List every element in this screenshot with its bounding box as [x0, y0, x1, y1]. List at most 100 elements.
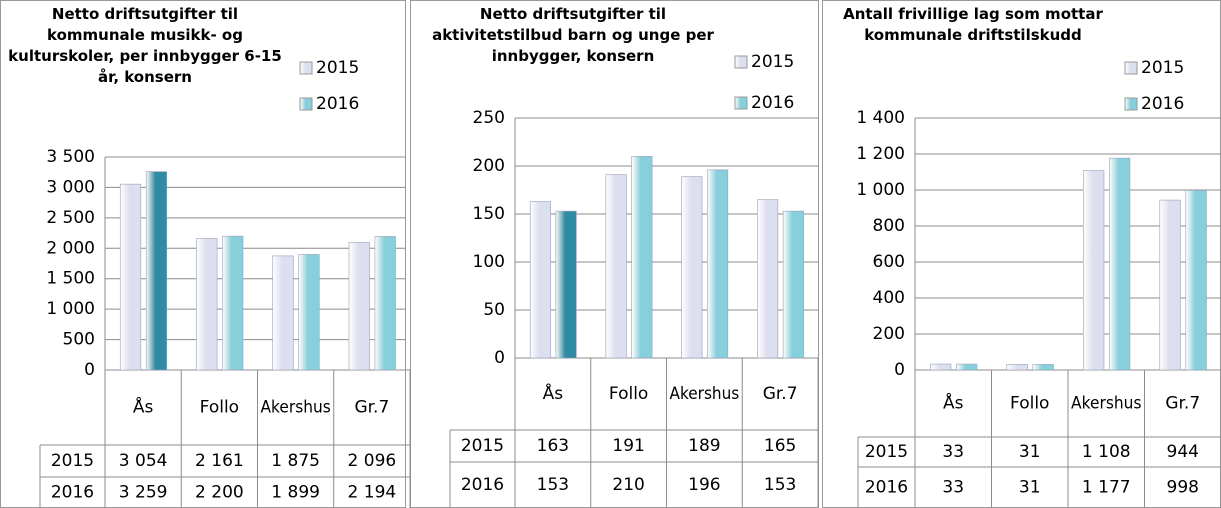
legend-swatch: [1124, 97, 1138, 111]
y-tick-label: 100: [473, 252, 505, 272]
legend-swatch: [734, 96, 748, 110]
table-value: 2 200: [195, 483, 244, 503]
bar: [782, 210, 804, 359]
y-tick-label: 500: [63, 330, 95, 350]
table-value: 210: [612, 475, 644, 495]
table-value: 2 161: [195, 451, 244, 471]
y-tick-label: 1 000: [46, 299, 95, 319]
legend-swatch: [299, 97, 313, 111]
bar: [1083, 170, 1105, 371]
bar: [631, 156, 653, 359]
table-value: 1 108: [1082, 442, 1131, 462]
table-row-label: 2015: [51, 451, 94, 471]
bar: [529, 201, 551, 359]
bar: [222, 235, 244, 371]
y-tick-label: 50: [483, 300, 505, 320]
y-tick-label: 0: [494, 348, 505, 368]
x-tick-label: Gr.7: [354, 398, 389, 418]
table-value: 31: [1019, 478, 1041, 498]
y-tick-label: 400: [873, 288, 905, 308]
x-tick-label: Follo: [200, 398, 239, 418]
x-tick-label: Ås: [943, 392, 964, 414]
legend-label: 2015: [751, 52, 794, 72]
legend-label: 2015: [1141, 58, 1184, 78]
x-tick-label: Follo: [1010, 394, 1049, 414]
y-tick-label: 0: [894, 360, 905, 380]
table-value: 153: [764, 475, 796, 495]
chart-title: Netto driftsutgifter til aktivitetstilbu…: [432, 5, 714, 65]
table-row-label: 2016: [461, 475, 504, 495]
legend-swatch: [299, 61, 313, 75]
y-tick-label: 800: [873, 216, 905, 236]
y-tick-label: 3 500: [46, 147, 95, 167]
bar: [929, 363, 952, 371]
table-value: 1 875: [271, 451, 320, 471]
bar: [348, 242, 370, 371]
table-value: 31: [1019, 442, 1041, 462]
legend-label: 2016: [316, 94, 359, 114]
table-value: 153: [537, 475, 569, 495]
bar: [374, 236, 396, 371]
x-tick-label: Follo: [609, 384, 648, 404]
y-tick-label: 2 500: [46, 208, 95, 228]
table-value: 2 096: [348, 451, 397, 471]
table-row-label: 2015: [461, 436, 504, 456]
table-value: 33: [942, 442, 964, 462]
bar: [1006, 364, 1028, 371]
bar: [707, 169, 729, 359]
bar: [555, 210, 577, 359]
table-value: 189: [688, 436, 720, 456]
legend-label: 2016: [1141, 94, 1184, 114]
legend-label: 2016: [751, 93, 794, 113]
x-tick-label: Gr.7: [1165, 394, 1200, 414]
x-tick-label: Ås: [133, 396, 154, 418]
table-value: 944: [1167, 442, 1199, 462]
y-tick-label: 0: [84, 360, 95, 380]
bar: [119, 183, 142, 371]
x-tick-label: Gr.7: [763, 384, 798, 404]
bar: [272, 255, 294, 371]
bar: [1032, 364, 1054, 371]
bar: [956, 363, 978, 371]
bar: [145, 171, 168, 371]
legend-swatch: [734, 55, 748, 69]
y-tick-label: 600: [873, 252, 905, 272]
table-value: 196: [688, 475, 720, 495]
bar: [1185, 190, 1207, 371]
bar: [1159, 199, 1181, 371]
y-tick-label: 200: [873, 324, 905, 344]
chart-title: Netto driftsutgifter til kommunale musik…: [8, 5, 282, 86]
y-tick-label: 1 400: [856, 108, 905, 128]
y-tick-label: 250: [473, 108, 505, 128]
table-value: 163: [537, 436, 569, 456]
table-value: 33: [942, 478, 964, 498]
bar: [605, 174, 627, 359]
table-row-label: 2015: [865, 442, 908, 462]
bar: [1109, 157, 1131, 371]
y-tick-label: 1 000: [856, 180, 905, 200]
y-tick-label: 2 000: [46, 238, 95, 258]
table-row-label: 2016: [865, 478, 908, 498]
y-tick-label: 200: [473, 156, 505, 176]
table-value: 3 259: [119, 483, 168, 503]
x-tick-label: Ås: [543, 382, 564, 404]
table-value: 191: [612, 436, 644, 456]
table-value: 1 899: [271, 483, 320, 503]
y-tick-label: 1 200: [856, 144, 905, 164]
x-tick-label: Akershus: [670, 384, 740, 404]
table-row-label: 2016: [51, 483, 94, 503]
legend-swatch: [1124, 61, 1138, 75]
y-tick-label: 150: [473, 204, 505, 224]
table-value: 3 054: [119, 451, 168, 471]
bar: [681, 176, 703, 359]
y-tick-label: 1 500: [46, 269, 95, 289]
table-value: 1 177: [1082, 478, 1131, 498]
title-box: Antall frivillige lag som mottar kommuna…: [843, 5, 1103, 44]
bar: [757, 199, 779, 359]
y-tick-label: 3 000: [46, 177, 95, 197]
table-value: 2 194: [348, 483, 397, 503]
title-box: Netto driftsutgifter til aktivitetstilbu…: [432, 5, 714, 65]
chart-title: Antall frivillige lag som mottar kommuna…: [843, 5, 1103, 44]
x-tick-label: Akershus: [261, 398, 331, 418]
